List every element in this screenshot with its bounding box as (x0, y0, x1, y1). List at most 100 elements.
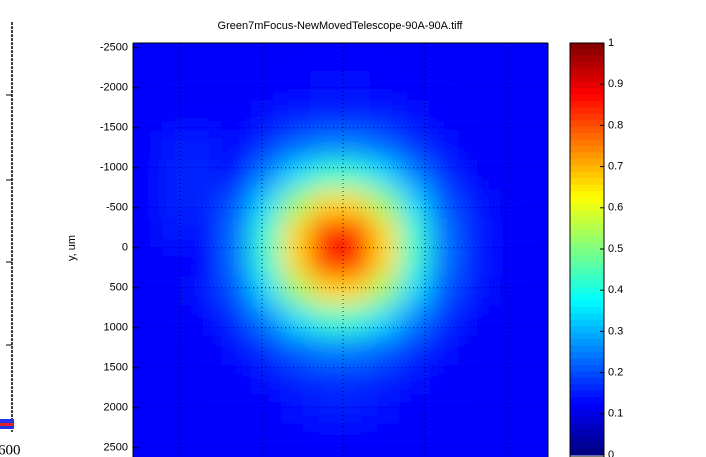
heatmap-cell (370, 72, 401, 102)
heatmap-cell (340, 364, 371, 394)
heatmap-cell (459, 306, 490, 336)
heatmap-cell (370, 306, 401, 336)
heatmap-cell (310, 306, 341, 336)
heatmap-cell (192, 364, 223, 394)
heatmap-cell (221, 335, 252, 365)
heatmap-cell (429, 218, 460, 248)
heatmap-cell (429, 394, 460, 424)
heatmap-cell (488, 364, 519, 394)
heatmap-cell (310, 101, 341, 131)
colorbar-swatch (570, 101, 604, 108)
heatmap-cell (251, 394, 282, 424)
heatmap-cell (370, 101, 401, 131)
colorbar-swatch (570, 410, 604, 417)
heatmap-cell (281, 277, 312, 307)
left-marker (0, 426, 14, 429)
heatmap-cell (459, 364, 490, 394)
heatmap-cell (251, 160, 282, 190)
heatmap-cell (281, 247, 312, 277)
heatmap-cell (162, 394, 193, 424)
colorbar-swatch (570, 371, 604, 378)
colorbar-tick-label: 0.9 (608, 78, 623, 90)
heatmap-cell (221, 423, 252, 453)
colorbar-swatch (570, 107, 604, 114)
colorbar-swatch (570, 268, 604, 275)
heatmap-cell (370, 160, 401, 190)
colorbar-swatch (570, 391, 604, 398)
heatmap-cell (221, 43, 252, 73)
colorbar-swatch (570, 320, 604, 327)
heatmap-cell (251, 277, 282, 307)
colorbar-swatch (570, 333, 604, 340)
colorbar-swatch (570, 82, 604, 89)
heatmap-cell (281, 160, 312, 190)
colorbar-swatch (570, 49, 604, 56)
colorbar-swatch (570, 43, 604, 50)
colorbar-swatch (570, 326, 604, 333)
heatmap-cell (192, 423, 223, 453)
y-tick-label: -2000 (100, 82, 128, 94)
heatmap-cell (133, 43, 164, 73)
heatmap-cell (488, 218, 519, 248)
heatmap-cell (281, 101, 312, 131)
heatmap-cell (459, 394, 490, 424)
plot-area (133, 43, 549, 457)
colorbar-swatch (570, 436, 604, 443)
heatmap-cell (488, 335, 519, 365)
heatmap-cell (370, 423, 401, 453)
heatmap-cell (518, 423, 549, 453)
heatmap-cell (518, 72, 549, 102)
heatmap-cell (488, 101, 519, 131)
heatmap-cell (251, 335, 282, 365)
colorbar-swatch (570, 378, 604, 385)
heatmap-cell (221, 277, 252, 307)
y-tick-label: -1500 (100, 122, 128, 134)
heatmap (133, 43, 549, 454)
colorbar-swatch (570, 223, 604, 230)
colorbar-swatch (570, 62, 604, 69)
heatmap-cell (133, 364, 164, 394)
y-tick-label: 0 (122, 242, 128, 254)
heatmap-cell (310, 394, 341, 424)
colorbar-swatch (570, 114, 604, 121)
colorbar-swatch (570, 217, 604, 224)
colorbar-swatch (570, 384, 604, 391)
heatmap-cell (459, 189, 490, 219)
heatmap-cell (370, 218, 401, 248)
heatmap-cell (459, 130, 490, 160)
heatmap-cell (221, 189, 252, 219)
heatmap-cell (281, 218, 312, 248)
heatmap-cell (518, 101, 549, 131)
heatmap-cell (429, 247, 460, 277)
heatmap-cell (251, 189, 282, 219)
heatmap-cell (310, 189, 341, 219)
colorbar-swatch (570, 249, 604, 256)
heatmap-cell (518, 43, 549, 73)
heatmap-cell (192, 160, 223, 190)
y-axis-label: y, um (66, 235, 78, 261)
heatmap-cell (251, 130, 282, 160)
colorbar-swatch (570, 178, 604, 185)
colorbar-swatch (570, 172, 604, 179)
heatmap-cell (221, 364, 252, 394)
y-tick-label: 1000 (104, 322, 128, 334)
colorbar-swatch (570, 429, 604, 436)
colorbar-swatch (570, 255, 604, 262)
heatmap-cell (162, 130, 193, 160)
heatmap-cell (340, 277, 371, 307)
heatmap-cell (162, 160, 193, 190)
heatmap-cell (133, 72, 164, 102)
heatmap-cell (518, 130, 549, 160)
heatmap-cell (221, 394, 252, 424)
heatmap-cell (340, 335, 371, 365)
y-tick-label: -2500 (100, 42, 128, 54)
colorbar-swatch (570, 288, 604, 295)
heatmap-cell (429, 130, 460, 160)
colorbar-swatch (570, 159, 604, 166)
heatmap-cell (281, 189, 312, 219)
heatmap-cell (340, 218, 371, 248)
heatmap-cell (192, 247, 223, 277)
figure: 600 Green7mFocus-NewMovedTelescope-90A-9… (0, 0, 706, 457)
heatmap-cell (162, 306, 193, 336)
heatmap-cell (518, 247, 549, 277)
